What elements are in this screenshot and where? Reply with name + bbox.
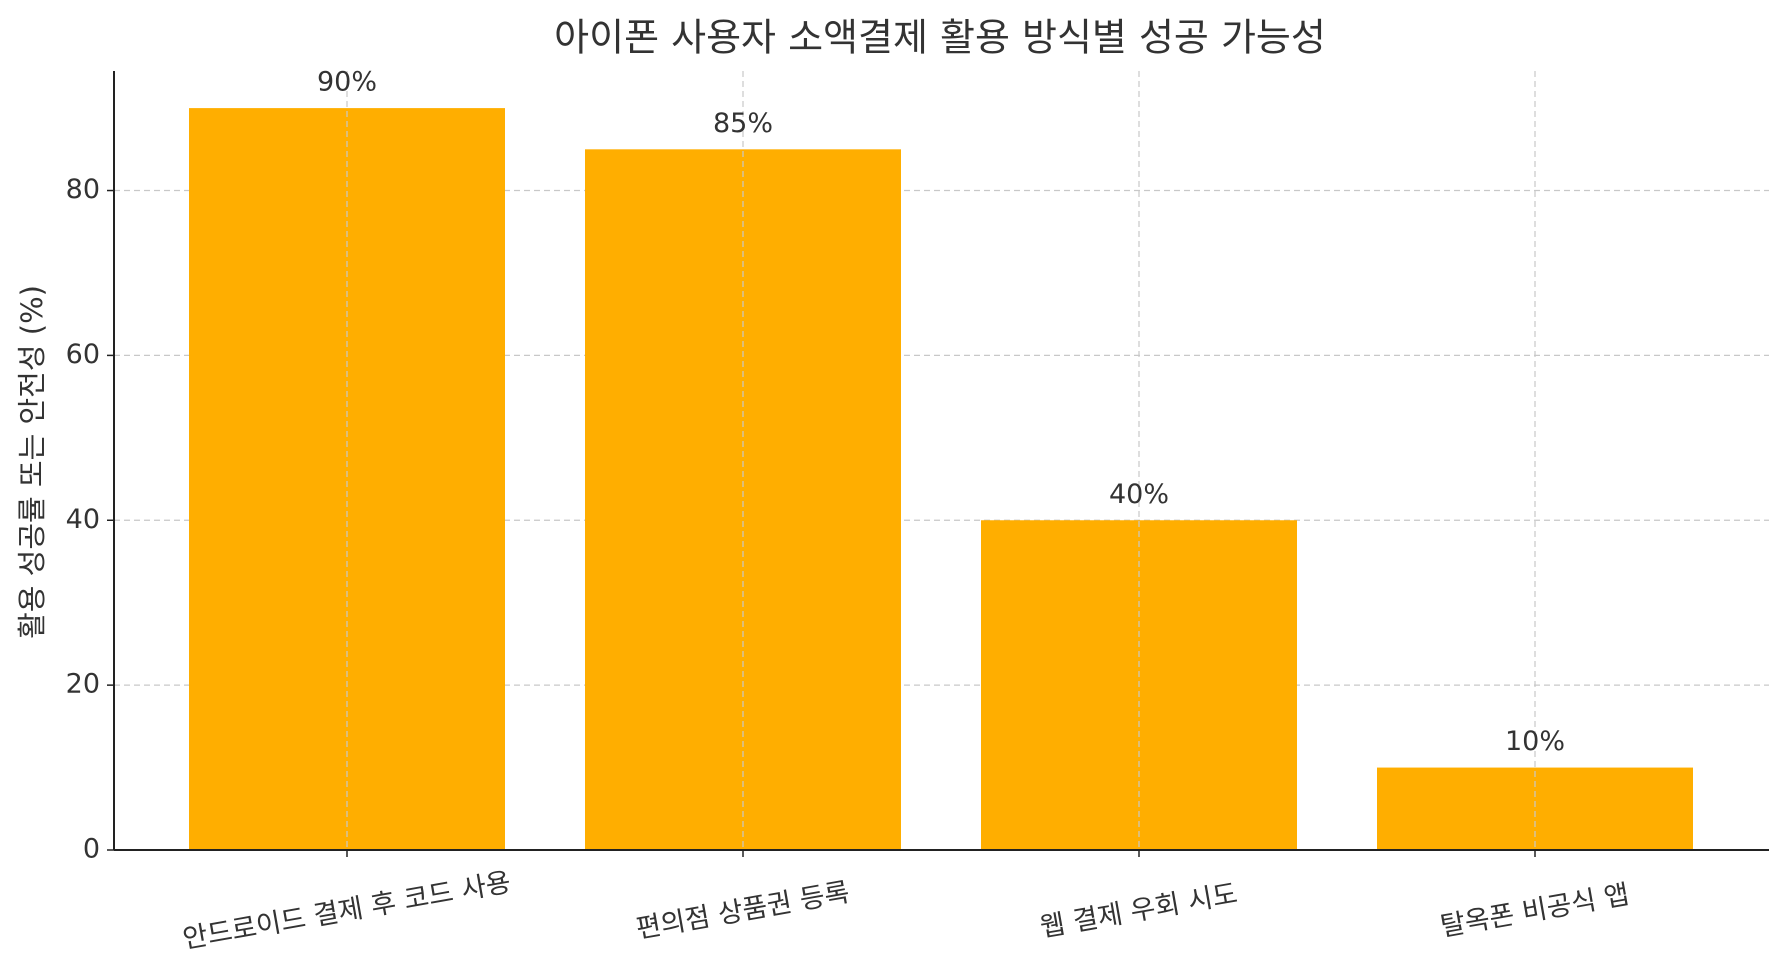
y-tick-label: 60 [66,339,100,370]
y-tick-label: 40 [66,504,100,535]
x-tick-label: 탈옥폰 비공식 앱 [1438,879,1632,943]
x-tick-label: 편의점 상품권 등록 [634,877,852,945]
y-axis-label: 활용 성공률 또는 안전성 (%) [15,285,49,639]
y-tick-label: 20 [66,669,100,700]
chart-title: 아이폰 사용자 소액결제 활용 방식별 성공 가능성 [554,16,1326,60]
value-label: 40% [1109,479,1169,510]
x-tick-label: 안드로이드 결제 후 코드 사용 [180,867,513,955]
bar [189,108,505,851]
x-tick-label: 웹 결제 우회 시도 [1038,878,1240,943]
value-label: 90% [317,67,377,98]
value-label: 85% [713,108,773,139]
value-label: 10% [1505,726,1565,757]
y-tick-label: 0 [83,834,100,865]
y-tick-label: 80 [66,174,100,205]
bar [1377,767,1693,850]
